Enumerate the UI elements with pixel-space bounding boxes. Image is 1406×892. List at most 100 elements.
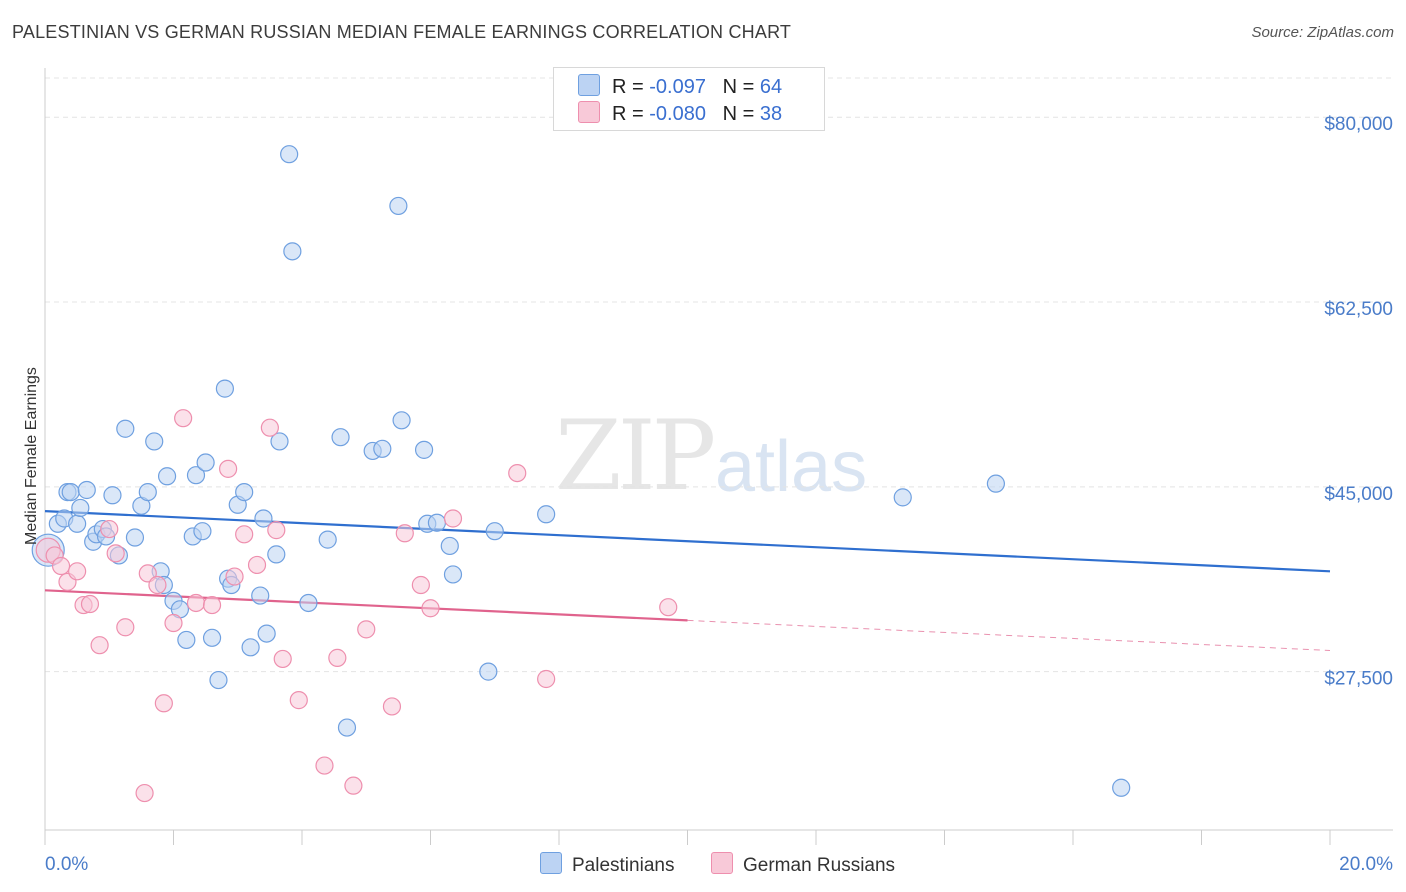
point-palestinians (251, 586, 270, 605)
point-german-russians (174, 409, 193, 428)
grid-lines (45, 77, 1393, 673)
point-palestinians (257, 624, 276, 643)
point-palestinians (103, 486, 122, 505)
trend-line-german-russians (44, 589, 688, 622)
point-palestinians (1112, 778, 1131, 797)
point-palestinians (145, 432, 164, 451)
point-palestinians (485, 522, 504, 541)
axis-labels: $80,000 $62,500 $45,000 $27,500 0.0% 20.0% Med… (23, 114, 1393, 875)
point-german-russians (537, 669, 556, 689)
bottom-legend-label: Palestinians (572, 855, 675, 876)
y-tick-label: $45,000 (1324, 484, 1393, 505)
point-german-russians (289, 691, 308, 710)
point-german-russians (247, 555, 267, 575)
point-palestinians (77, 480, 96, 500)
legend-swatch-palestinians (578, 74, 600, 96)
y-tick-label: $27,500 (1324, 669, 1393, 690)
point-german-russians (135, 783, 154, 803)
point-palestinians (479, 662, 498, 681)
legend-n-label: N = (722, 103, 755, 125)
point-palestinians (267, 545, 286, 564)
point-palestinians (61, 482, 80, 502)
bottom-legend-palestinians: Palestinians (540, 852, 674, 877)
legend-row-palestinians: R = -0.097 N = 64 (578, 74, 782, 100)
point-german-russians (235, 525, 254, 544)
point-palestinians (283, 242, 302, 261)
point-german-russians (138, 564, 157, 583)
point-palestinians (537, 505, 556, 524)
data-points (31, 145, 1131, 803)
x-tick-label-min: 0.0% (45, 854, 88, 875)
point-german-russians (267, 521, 286, 540)
legend-n-value: 38 (759, 103, 783, 125)
point-palestinians (254, 509, 273, 528)
legend-swatch-german-russians (578, 101, 600, 123)
point-german-russians (344, 776, 363, 795)
point-german-russians (260, 418, 279, 437)
point-german-russians (357, 620, 376, 639)
point-german-russians (443, 509, 463, 528)
point-palestinians (280, 145, 299, 164)
x-tick-label-max: 20.0% (1339, 854, 1393, 875)
point-german-russians (148, 575, 167, 595)
point-palestinians (71, 498, 90, 518)
chart-title: PALESTINIAN VS GERMAN RUSSIAN MEDIAN FEM… (12, 22, 792, 42)
point-palestinians (331, 428, 350, 447)
legend-row-german-russians: R = -0.080 N = 38 (578, 101, 782, 127)
point-palestinians (318, 530, 337, 549)
watermark-atlas: atlas (715, 427, 868, 507)
point-german-russians (421, 599, 440, 618)
point-german-russians (273, 649, 292, 669)
point-palestinians (125, 528, 145, 547)
point-palestinians (186, 466, 206, 485)
point-german-russians (80, 594, 100, 614)
bottom-legend-swatch-german-russians (711, 852, 733, 874)
point-german-russians (154, 694, 173, 713)
point-palestinians (414, 440, 434, 459)
point-german-russians (90, 636, 109, 655)
bottom-legend-label: German Russians (743, 855, 896, 876)
point-german-russians (100, 519, 119, 539)
point-palestinians (893, 488, 912, 507)
point-palestinians (389, 196, 408, 216)
point-palestinians (193, 522, 212, 541)
point-palestinians (241, 638, 260, 657)
point-german-russians (68, 562, 87, 581)
legend-n-value: 64 (759, 76, 783, 98)
watermark-zip: ZIP (555, 400, 716, 512)
stats-legend: R = -0.097 N = 64 R = -0.080 N = 38 (553, 67, 825, 131)
point-german-russians (116, 618, 135, 637)
legend-n-label: N = (722, 76, 755, 98)
point-german-russians (395, 524, 414, 543)
point-palestinians (68, 514, 87, 533)
point-german-russians (382, 697, 402, 716)
point-german-russians (106, 544, 125, 563)
point-palestinians (215, 379, 234, 398)
point-palestinians (202, 628, 222, 647)
point-palestinians (235, 482, 254, 502)
source-label: Source: ZipAtlas.com (1251, 24, 1394, 41)
point-palestinians (373, 439, 392, 458)
point-palestinians (209, 670, 228, 690)
point-palestinians (427, 513, 447, 532)
point-palestinians (116, 419, 135, 438)
point-palestinians (299, 593, 318, 613)
point-german-russians (328, 648, 347, 667)
point-german-russians (186, 593, 206, 613)
y-axis-title: Median Female Earnings (23, 367, 40, 545)
point-palestinians (138, 482, 157, 502)
point-german-russians (411, 575, 430, 595)
point-palestinians (440, 536, 459, 556)
point-palestinians (337, 718, 357, 737)
point-german-russians (659, 598, 678, 617)
point-german-russians (51, 556, 71, 576)
point-german-russians (219, 459, 238, 478)
bottom-legend-german-russians: German Russians (711, 852, 895, 877)
legend-r-value: -0.097 (649, 76, 706, 98)
legend-r-label: R = (612, 103, 644, 125)
axes (44, 68, 1393, 845)
point-german-russians (225, 567, 244, 586)
point-palestinians (177, 630, 196, 650)
point-german-russians (315, 756, 334, 775)
